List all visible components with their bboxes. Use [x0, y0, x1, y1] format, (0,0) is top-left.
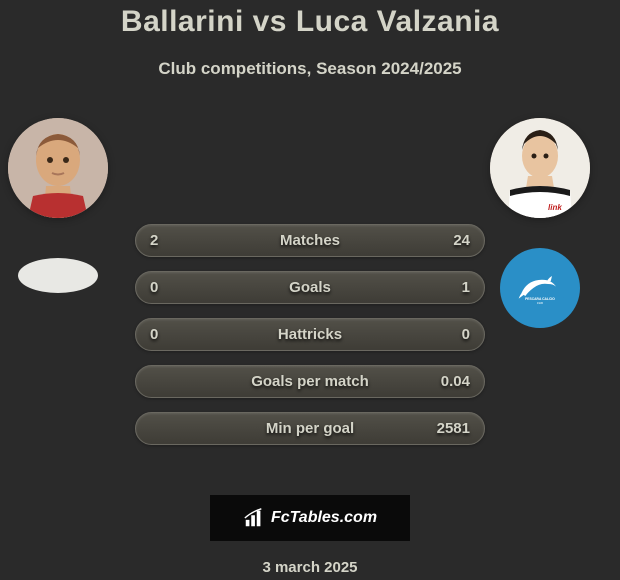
stats-column: 2 Matches 24 0 Goals 1 0 Hattricks 0 Goa…: [135, 104, 485, 445]
stat-label: Goals: [289, 279, 331, 296]
avatar-left-icon: [8, 118, 108, 218]
player-left-club-badge: [18, 258, 98, 293]
stat-value-right: 1: [462, 279, 470, 296]
stat-row-hattricks: 0 Hattricks 0: [135, 318, 485, 351]
dolphin-icon: PESCARA CALCIO 1936: [510, 268, 570, 308]
player-right-club-badge: PESCARA CALCIO 1936: [500, 248, 580, 328]
avatar-right-icon: link: [490, 118, 590, 218]
stat-label: Goals per match: [251, 373, 369, 390]
page-title: Ballarini vs Luca Valzania: [0, 5, 620, 39]
stat-label: Hattricks: [278, 326, 342, 343]
player-right-avatar: link: [490, 118, 590, 218]
player-right-column: link PESCARA CALCIO 1936: [490, 118, 590, 328]
chart-bars-icon: [243, 507, 265, 529]
comparison-card: Ballarini vs Luca Valzania Club competit…: [0, 0, 620, 580]
page-subtitle: Club competitions, Season 2024/2025: [0, 59, 620, 79]
stat-value-left: 2: [150, 232, 158, 249]
brand-text: FcTables.com: [271, 509, 377, 527]
brand-box[interactable]: FcTables.com: [210, 495, 410, 541]
stat-label: Matches: [280, 232, 340, 249]
player-left-avatar: [8, 118, 108, 218]
player-left-column: [8, 118, 108, 293]
stat-value-right: 0: [462, 326, 470, 343]
stat-label: Min per goal: [266, 420, 354, 437]
date-text: 3 march 2025: [0, 559, 620, 576]
stat-value-left: 0: [150, 326, 158, 343]
stat-row-goals: 0 Goals 1: [135, 271, 485, 304]
stat-row-min-per-goal: Min per goal 2581: [135, 412, 485, 445]
svg-text:1936: 1936: [537, 301, 543, 305]
stat-row-matches: 2 Matches 24: [135, 224, 485, 257]
stat-value-right: 0.04: [441, 373, 470, 390]
stat-value-left: 0: [150, 279, 158, 296]
svg-text:PESCARA CALCIO: PESCARA CALCIO: [525, 297, 555, 301]
svg-text:link: link: [548, 203, 562, 212]
stat-row-goals-per-match: Goals per match 0.04: [135, 365, 485, 398]
stat-value-right: 24: [453, 232, 470, 249]
stat-value-right: 2581: [437, 420, 470, 437]
